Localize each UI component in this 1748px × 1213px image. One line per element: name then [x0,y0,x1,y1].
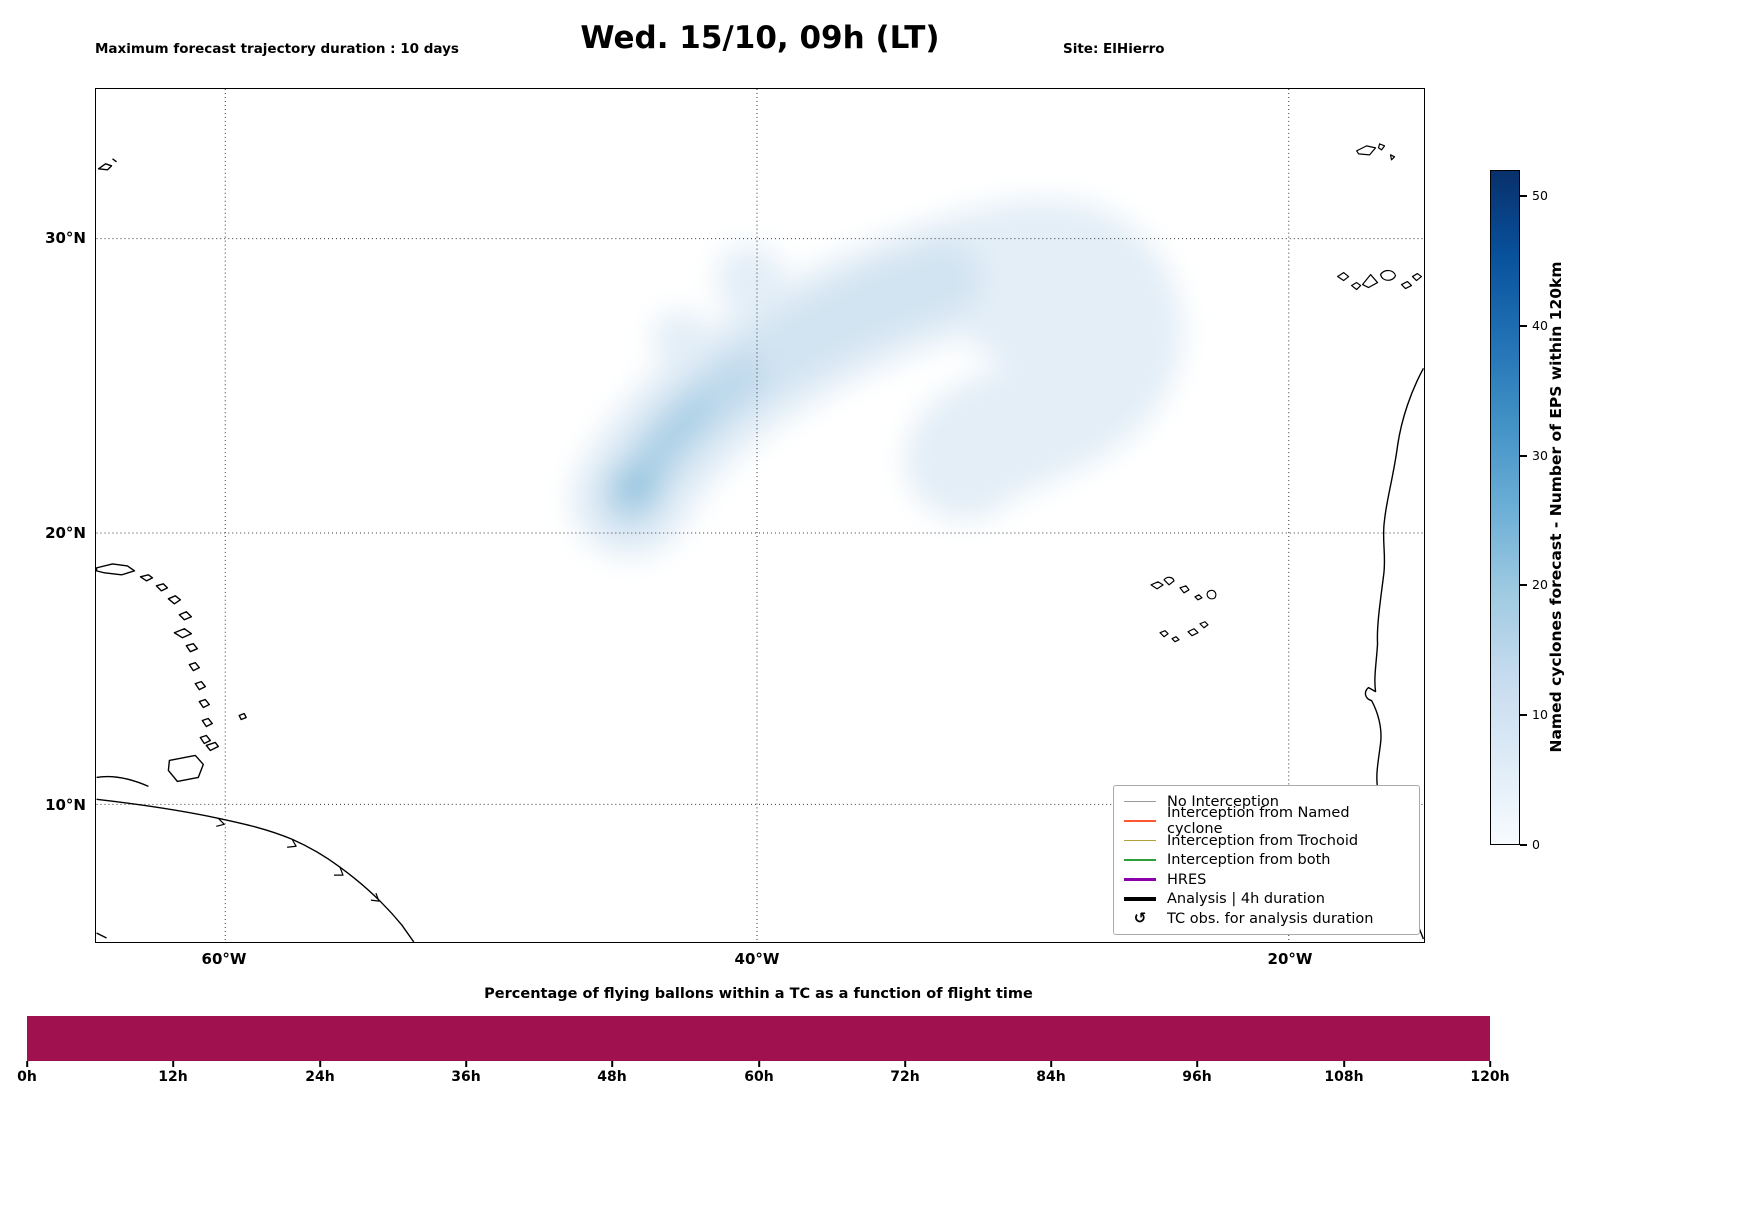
colorbar-tick-label: 0 [1532,837,1540,852]
x-tick-label: 72h [890,1069,920,1085]
x-tick [1196,1061,1198,1067]
x-tick-label: 60h [744,1069,774,1085]
legend-label: HRES [1167,871,1207,888]
x-tick [758,1061,760,1067]
legend-label: Analysis | 4h duration [1167,891,1325,907]
colorbar-tick [1520,714,1527,716]
line-sample-icon [1124,877,1156,882]
colorbar-tick-label: 30 [1532,448,1548,463]
line-sample-icon [1124,897,1156,901]
map-canvas [96,89,1424,942]
colorbar-tick-label: 50 [1532,188,1548,203]
x-tick [26,1061,28,1067]
x-tick-label: 48h [597,1069,627,1085]
legend-label: Interception from Trochoid [1167,832,1359,849]
colorbar-tick [1520,195,1527,197]
x-tick [1489,1061,1491,1067]
line-sample-icon [1124,800,1156,803]
cyclone-density-plume [570,199,1183,558]
x-tick [904,1061,906,1067]
map-legend: No Interception Interception from Named … [1113,785,1420,935]
colorbar [1490,170,1520,845]
colorbar-tick [1520,584,1527,586]
lat-tick-10n: 10°N [45,796,86,814]
legend-label: TC obs. for analysis duration [1167,910,1374,927]
param-line: Maximum forecast trajectory duration : 1… [95,41,459,57]
legend-item: No Interception [1124,792,1409,811]
legend-item: Interception from Named cyclone [1124,805,1409,837]
legend-item: HRES [1124,870,1409,889]
site-line: Site: ElHierro [1063,41,1165,57]
x-tick [1343,1061,1345,1067]
x-tick-label: 84h [1036,1069,1066,1085]
legend-item: ↺ TC obs. for analysis duration [1124,909,1409,928]
colorbar-tick-label: 20 [1532,577,1548,592]
colorbar-tick-label: 40 [1532,318,1548,333]
legend-label: Interception from both [1167,852,1331,868]
colorbar-gradient [1491,171,1519,844]
legend-item: Analysis | 4h duration [1124,890,1409,909]
line-sample-icon [1124,820,1156,822]
lat-tick-20n: 20°N [45,524,86,542]
bottom-chart-title: Percentage of flying ballons within a TC… [484,986,1033,1002]
x-tick [319,1061,321,1067]
x-tick [465,1061,467,1067]
legend-label: No Interception [1167,793,1279,810]
colorbar-tick [1520,455,1527,457]
flight-time-bar [27,1016,1490,1061]
line-sample-icon [1124,859,1156,861]
legend-item: Interception from Trochoid [1124,831,1409,850]
x-tick-label: 36h [451,1069,481,1085]
colorbar-tick [1520,844,1527,846]
x-tick-label: 120h [1470,1069,1510,1085]
lat-tick-30n: 30°N [45,229,86,247]
x-tick-label: 96h [1182,1069,1212,1085]
x-tick-label: 12h [158,1069,188,1085]
tc-obs-icon: ↺ [1133,909,1147,927]
colorbar-tick-label: 10 [1532,707,1548,722]
lon-tick-60w: 60°W [201,950,247,968]
x-tick [611,1061,613,1067]
lon-tick-40w: 40°W [734,950,780,968]
colorbar-tick [1520,325,1527,327]
legend-item: Interception from both [1124,851,1409,870]
x-tick-label: 108h [1324,1069,1364,1085]
line-sample-icon [1124,839,1156,842]
page-title: Wed. 15/10, 09h (LT) [580,20,940,56]
x-tick [172,1061,174,1067]
coastlines [96,143,1424,942]
lon-tick-20w: 20°W [1267,950,1313,968]
x-tick-label: 0h [17,1069,37,1085]
legend-label: Interception from Named cyclone [1167,805,1350,837]
colorbar-axis-label: Named cyclones forecast - Number of EPS … [1547,261,1565,753]
x-tick [1050,1061,1052,1067]
x-tick-label: 24h [305,1069,335,1085]
